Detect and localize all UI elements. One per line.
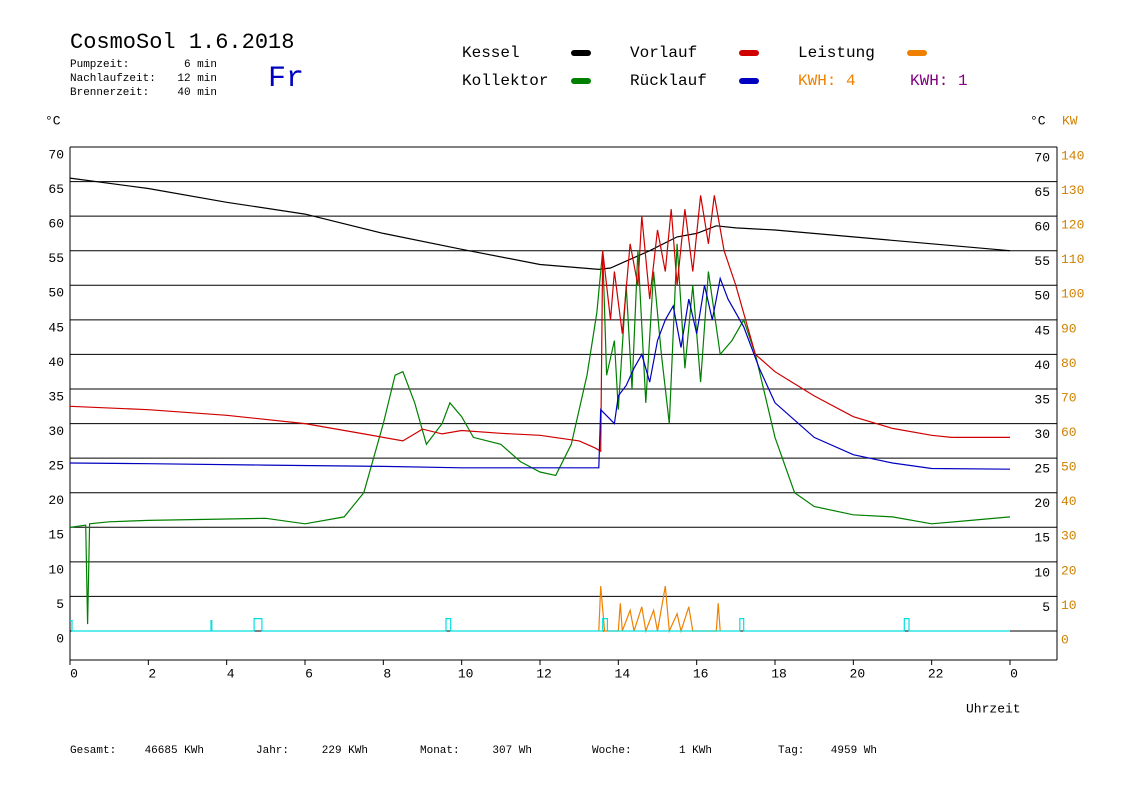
legend-label: Vorlauf (630, 44, 697, 62)
x-tick-label: 16 (693, 666, 709, 681)
y-right-tick-label: 20 (1034, 496, 1050, 511)
y-unit: °C (45, 113, 61, 128)
day: Fr (268, 62, 304, 96)
y2-unit: KW (1062, 113, 1078, 128)
series-line (69, 243, 1011, 625)
y-right-tick-label: 55 (1034, 254, 1050, 269)
y-tick-label: 35 (48, 389, 64, 404)
info-label: Pumpzeit: (70, 59, 129, 71)
y-tick-label: 15 (48, 528, 64, 543)
info-value: 40 min (177, 87, 217, 99)
y-tick-label: 25 (48, 459, 64, 474)
info-value: 12 min (177, 73, 217, 85)
y2-tick-label: 20 (1061, 563, 1077, 578)
x-label: Uhrzeit (966, 701, 1021, 716)
series-line (69, 177, 1011, 271)
total-value: 4959 Wh (831, 745, 877, 757)
x-tick-label: 2 (148, 666, 156, 681)
y2-tick-label: 0 (1061, 632, 1069, 647)
y-tick-label: 10 (48, 562, 64, 577)
y2-tick-label: 80 (1061, 356, 1077, 371)
y-tick-label: 20 (48, 493, 64, 508)
total-label: Woche: (592, 745, 632, 757)
y2-tick-label: 30 (1061, 529, 1077, 544)
legend-extra: KWH: 4 (798, 72, 856, 90)
y2-unit-c: °C (1030, 113, 1046, 128)
y-tick-label: 30 (48, 424, 64, 439)
y-tick-label: 65 (48, 182, 64, 197)
y2-tick-label: 130 (1061, 183, 1084, 198)
legend-label: Kollektor (462, 72, 548, 90)
x-tick-label: 18 (771, 666, 787, 681)
y-right-tick-label: 25 (1034, 462, 1050, 477)
series-line (69, 276, 1011, 470)
x-tick-label: 0 (1010, 666, 1018, 681)
y2-tick-label: 110 (1061, 252, 1084, 267)
y2-tick-label: 90 (1061, 321, 1077, 336)
y-right-tick-label: 10 (1034, 565, 1050, 580)
y-right-tick-label: 15 (1034, 531, 1050, 546)
total-label: Jahr: (256, 745, 289, 757)
total-value: 229 KWh (322, 745, 368, 757)
x-tick-label: 8 (383, 666, 391, 681)
y2-tick-label: 40 (1061, 494, 1077, 509)
x-tick-label: 20 (850, 666, 866, 681)
x-tick-label: 6 (305, 666, 313, 681)
y-tick-label: 45 (48, 320, 64, 335)
y-right-tick-label: 50 (1034, 289, 1050, 304)
y2-tick-label: 70 (1061, 390, 1077, 405)
y2-tick-label: 120 (1061, 218, 1084, 233)
series-line (598, 585, 721, 634)
y-tick-label: 0 (56, 631, 64, 646)
y-tick-label: 40 (48, 355, 64, 370)
legend-label: Leistung (798, 44, 875, 62)
y-right-tick-label: 35 (1034, 392, 1050, 407)
y2-tick-label: 60 (1061, 425, 1077, 440)
y-right-tick-label: 70 (1034, 150, 1050, 165)
y2-tick-label: 10 (1061, 598, 1077, 613)
x-tick-label: 22 (928, 666, 944, 681)
total-label: Gesamt: (70, 745, 116, 757)
info-label: Nachlaufzeit: (70, 73, 156, 85)
y-tick-label: 60 (48, 217, 64, 232)
y-right-tick-label: 45 (1034, 323, 1050, 338)
legend-label: Rücklauf (630, 72, 707, 90)
y-right-tick-label: 40 (1034, 358, 1050, 373)
series-line (69, 195, 1010, 453)
x-tick-label: 0 (70, 666, 78, 681)
y-right-tick-label: 30 (1034, 427, 1050, 442)
total-value: 1 KWh (679, 745, 712, 757)
x-tick-label: 4 (227, 666, 235, 681)
series-line (70, 618, 1010, 632)
total-label: Tag: (778, 745, 804, 757)
y-tick-label: 50 (48, 286, 64, 301)
y2-tick-label: 100 (1061, 287, 1084, 302)
x-tick-label: 14 (615, 666, 631, 681)
legend-label: Kessel (462, 44, 520, 62)
y-tick-label: 55 (48, 251, 64, 266)
total-value: 46685 KWh (145, 745, 204, 757)
x-tick-label: 12 (536, 666, 552, 681)
total-label: Monat: (420, 745, 460, 757)
info-label: Brennerzeit: (70, 87, 149, 99)
y-tick-label: 70 (48, 147, 64, 162)
y2-tick-label: 140 (1061, 148, 1084, 163)
y-right-tick-label: 65 (1034, 185, 1050, 200)
chart-title: CosmoSol 1.6.2018 (70, 30, 294, 55)
y-right-tick-label: 5 (1042, 600, 1050, 615)
y2-tick-label: 50 (1061, 460, 1077, 475)
y-tick-label: 5 (56, 597, 64, 612)
y-right-tick-label: 60 (1034, 220, 1050, 235)
info-value: 6 min (184, 59, 217, 71)
total-value: 307 Wh (492, 745, 532, 757)
x-tick-label: 10 (458, 666, 474, 681)
legend-extra: KWH: 1 (910, 72, 968, 90)
